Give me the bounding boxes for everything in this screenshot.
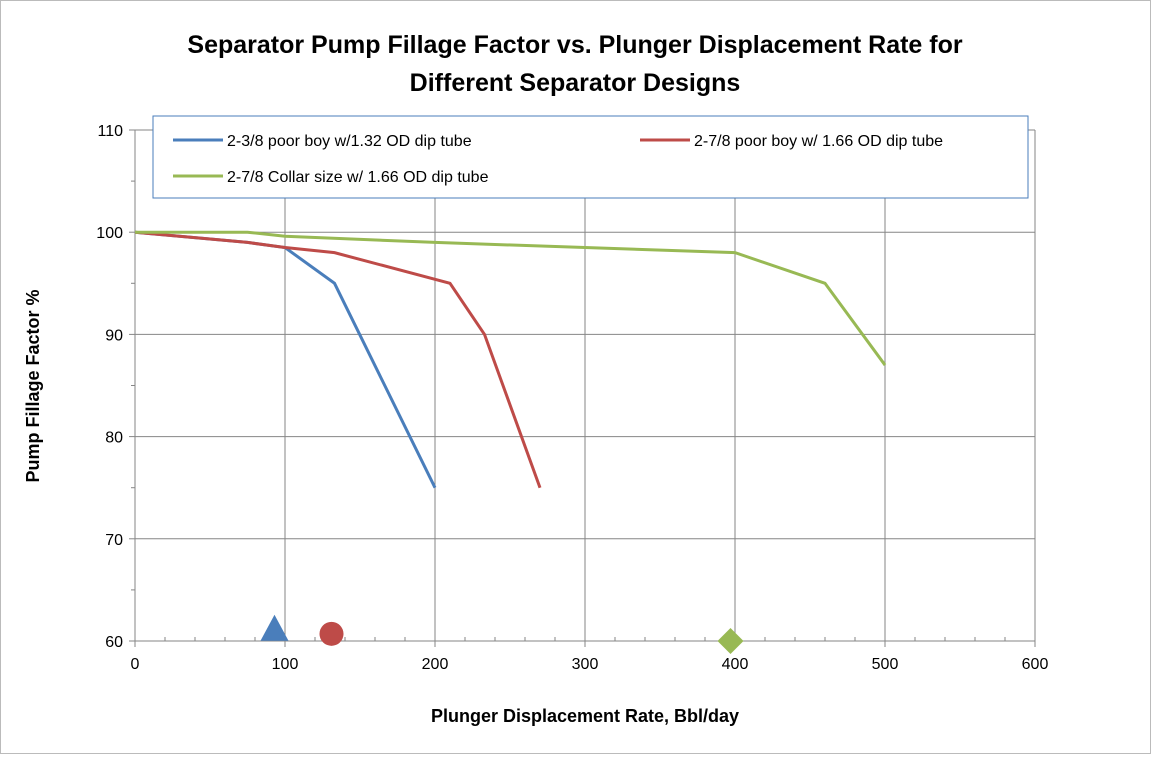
legend-box — [152, 115, 1029, 199]
series-line — [135, 230, 887, 366]
legend-label: 2-3/8 poor boy w/1.32 OD dip tube — [227, 133, 472, 150]
x-tick-label: 100 — [272, 656, 299, 673]
y-axis-label: Pump Fillage Factor % — [23, 289, 43, 482]
x-tick-label: 500 — [872, 656, 899, 673]
y-tick-label: 90 — [105, 327, 123, 344]
marker — [260, 614, 289, 641]
x-tick-label: 300 — [572, 656, 599, 673]
legend-label: 2-7/8 poor boy w/ 1.66 OD dip tube — [694, 133, 943, 150]
chart-title: Different Separator Designs — [410, 69, 741, 97]
legend-label: 2-7/8 Collar size w/ 1.66 OD dip tube — [227, 169, 489, 186]
x-tick-label: 600 — [1022, 656, 1049, 673]
y-tick-label: 110 — [97, 123, 123, 140]
y-tick-label: 70 — [105, 532, 123, 549]
marker — [319, 621, 344, 646]
y-tick-label: 80 — [105, 430, 123, 447]
chart-title: Separator Pump Fillage Factor vs. Plunge… — [187, 31, 962, 59]
series-line — [134, 230, 542, 489]
y-tick-label: 100 — [96, 225, 123, 242]
x-tick-label: 200 — [422, 656, 449, 673]
y-tick-label: 60 — [105, 634, 123, 651]
x-tick-label: 400 — [722, 656, 749, 673]
x-tick-label: 0 — [131, 656, 140, 673]
x-axis-label: Plunger Displacement Rate, Bbl/day — [431, 706, 739, 726]
marker — [717, 628, 744, 654]
